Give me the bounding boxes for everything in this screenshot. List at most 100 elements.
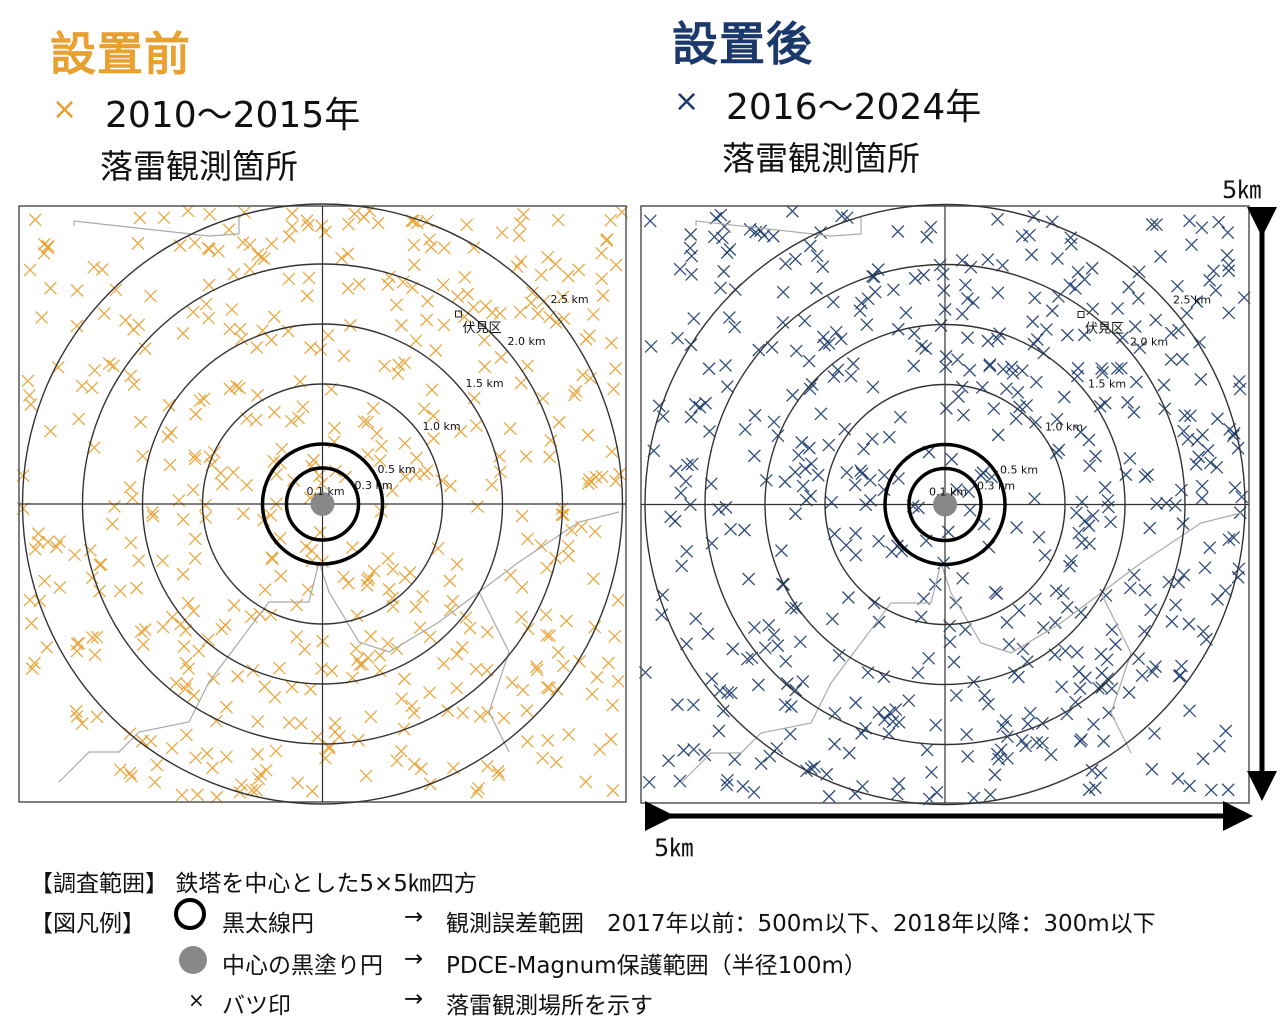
lightning-cross-icon — [1096, 365, 1110, 379]
lightning-cross-icon — [671, 331, 685, 345]
lightning-cross-icon — [417, 402, 431, 416]
lightning-cross-icon — [747, 785, 761, 799]
lightning-cross-icon — [1029, 375, 1043, 389]
lightning-cross-icon — [826, 295, 840, 309]
lightning-cross-icon — [23, 263, 37, 277]
lightning-cross-icon — [576, 368, 590, 382]
lightning-cross-icon — [907, 327, 921, 340]
lightning-cross-icon — [70, 284, 84, 297]
lightning-cross-icon — [37, 247, 51, 260]
lightning-cross-icon — [1168, 499, 1182, 512]
lightning-cross-icon — [604, 213, 618, 227]
lightning-cross-icon — [431, 542, 445, 555]
lightning-cross-icon — [693, 400, 707, 414]
lightning-cross-icon — [741, 652, 754, 666]
lightning-cross-icon — [993, 327, 1007, 341]
lightning-cross-icon — [226, 465, 240, 479]
lightning-cross-icon — [789, 344, 803, 358]
lightning-cross-icon — [162, 398, 176, 412]
lightning-cross-icon — [451, 290, 464, 304]
lightning-cross-icon — [292, 411, 306, 425]
lightning-cross-icon — [530, 660, 544, 674]
lightning-cross-icon — [937, 284, 951, 297]
lightning-cross-icon — [1180, 306, 1194, 320]
lightning-cross-icon — [803, 382, 817, 396]
lightning-cross-icon — [371, 216, 385, 230]
lightning-cross-icon — [915, 339, 929, 353]
lightning-cross-icon — [585, 687, 599, 701]
ring-label: 1.5 km — [466, 377, 504, 390]
lightning-cross-icon — [1064, 237, 1078, 251]
lightning-cross-icon — [423, 686, 437, 700]
lightning-cross-icon — [132, 554, 146, 567]
lightning-cross-icon — [961, 292, 974, 306]
lightning-cross-icon — [1165, 615, 1179, 628]
lightning-cross-icon — [1135, 669, 1149, 683]
lightning-cross-icon — [398, 436, 412, 450]
lightning-cross-icon — [723, 243, 737, 256]
lightning-cross-icon — [148, 775, 162, 789]
lightning-cross-icon — [1057, 390, 1071, 404]
lightning-cross-icon — [470, 785, 484, 799]
lightning-cross-icon — [720, 778, 734, 792]
lightning-cross-icon — [285, 219, 299, 233]
lightning-cross-icon — [999, 714, 1013, 727]
lightning-cross-icon — [202, 311, 216, 325]
lightning-cross-icon — [138, 623, 152, 636]
horizontal-scale-label: 5㎞ — [654, 834, 694, 862]
lightning-cross-icon — [542, 681, 556, 695]
lightning-cross-icon — [24, 616, 38, 630]
lightning-cross-icon — [712, 503, 726, 516]
lightning-cross-icon — [1006, 366, 1020, 380]
lightning-cross-icon — [669, 464, 683, 478]
lightning-cross-icon — [774, 544, 788, 558]
lightning-cross-icon — [1104, 515, 1118, 529]
lightning-cross-icon — [854, 296, 868, 310]
lightning-cross-icon — [911, 501, 925, 515]
lightning-cross-icon — [313, 525, 327, 539]
lightning-cross-icon — [685, 267, 699, 281]
lightning-cross-icon — [169, 676, 183, 690]
lightning-cross-icon — [988, 768, 1002, 782]
lightning-cross-icon — [243, 262, 257, 276]
lightning-cross-icon — [579, 775, 593, 789]
lightning-cross-icon — [949, 689, 963, 702]
lightning-cross-icon — [679, 474, 693, 488]
lightning-cross-icon — [1114, 361, 1128, 375]
lightning-cross-icon — [364, 629, 378, 643]
lightning-cross-icon — [1093, 399, 1107, 413]
lightning-cross-icon — [1127, 405, 1141, 419]
lightning-cross-icon — [1221, 226, 1235, 240]
lightning-cross-icon — [754, 757, 768, 770]
lightning-cross-icon — [810, 249, 824, 263]
lightning-cross-icon — [779, 654, 793, 668]
lightning-cross-icon — [1038, 548, 1052, 562]
lightning-cross-icon — [75, 379, 89, 393]
lightning-cross-icon — [685, 457, 699, 471]
lightning-cross-icon — [513, 216, 527, 230]
lightning-cross-icon — [802, 441, 816, 455]
lightning-cross-icon — [705, 672, 719, 686]
lightning-cross-icon — [398, 470, 412, 484]
lightning-cross-icon — [1086, 509, 1100, 523]
lightning-cross-icon — [199, 498, 212, 512]
lightning-cross-icon — [1221, 783, 1235, 797]
lightning-cross-icon — [724, 522, 738, 536]
lightning-cross-icon — [606, 784, 620, 797]
lightning-cross-icon — [936, 267, 950, 281]
lightning-cross-icon — [595, 246, 608, 260]
lightning-cross-icon — [866, 380, 880, 394]
lightning-cross-icon — [1220, 248, 1234, 262]
lightning-cross-icon — [983, 359, 997, 373]
lightning-cross-icon — [788, 252, 802, 266]
lightning-cross-icon — [1148, 726, 1161, 740]
lightning-cross-icon — [493, 465, 507, 479]
lightning-cross-icon — [557, 508, 570, 522]
lightning-cross-icon — [407, 757, 421, 771]
lightning-cross-icon — [165, 741, 179, 755]
lightning-cross-icon — [357, 415, 371, 428]
lightning-cross-icon — [1183, 779, 1197, 793]
lightning-cross-icon — [211, 244, 225, 258]
lightning-cross-icon — [581, 477, 595, 491]
lightning-cross-icon — [521, 532, 535, 546]
